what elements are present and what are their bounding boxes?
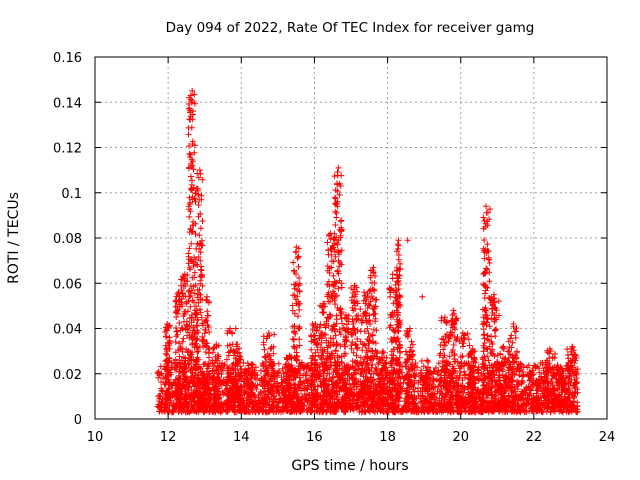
y-tick-label: 0 bbox=[74, 413, 82, 428]
y-tick-label: 0.12 bbox=[53, 142, 82, 157]
x-tick-label: 20 bbox=[452, 430, 469, 445]
y-tick-label: 0.06 bbox=[53, 277, 82, 292]
x-tick-label: 24 bbox=[599, 430, 616, 445]
y-tick-label: 0.08 bbox=[53, 232, 82, 247]
x-tick-label: 10 bbox=[87, 430, 104, 445]
x-axis-label: GPS time / hours bbox=[291, 458, 408, 474]
x-tick-label: 14 bbox=[233, 430, 250, 445]
x-tick-label: 16 bbox=[306, 430, 323, 445]
y-axis-label: ROTI / TECUs bbox=[6, 192, 22, 284]
y-tick-label: 0.16 bbox=[53, 51, 82, 66]
x-tick-label: 12 bbox=[160, 430, 177, 445]
data-points bbox=[154, 87, 581, 416]
y-tick-label: 0.02 bbox=[53, 368, 82, 383]
roti-plus-markers bbox=[154, 87, 581, 416]
x-tick-label: 18 bbox=[379, 430, 396, 445]
axis-ticks: 10 12 14 16 18 20 22 24 0 0.02 0.04 0.06 0.08 0.1 0.12… bbox=[53, 51, 615, 445]
x-tick-label: 22 bbox=[526, 430, 543, 445]
y-tick-label: 0.1 bbox=[61, 187, 82, 202]
y-tick-label: 0.04 bbox=[53, 323, 82, 338]
y-tick-label: 0.14 bbox=[53, 96, 82, 111]
chart-title: Day 094 of 2022, Rate Of TEC Index for r… bbox=[166, 20, 535, 36]
